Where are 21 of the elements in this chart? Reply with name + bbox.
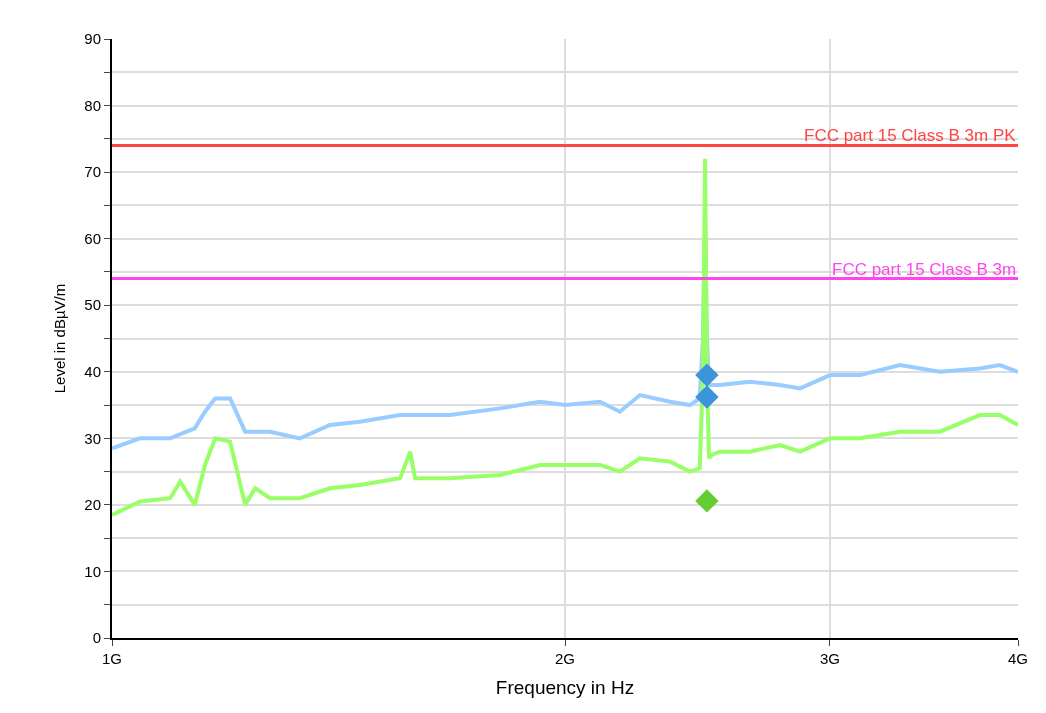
x-tick-label: 1G [101,650,123,667]
x-tick-label: 3G [819,650,840,667]
y-tick-label: 40 [84,363,101,381]
y-tick-label: 70 [84,163,101,181]
y-tick-label: 10 [84,562,101,580]
point [695,363,719,387]
x-axis-title: Frequency in Hz [495,677,635,699]
ref-line-label: FCC part 15 Class B 3m PK [804,126,1017,145]
ref-line-label: FCC part 15 Class B 3m [832,260,1017,279]
y-tick-label: 0 [92,629,101,647]
y-tick-label: 50 [84,296,101,314]
x-tick-label: 2G [554,650,576,667]
point [695,489,719,513]
y-tick-label: 60 [84,229,101,247]
y-tick-label: 20 [84,496,101,514]
point [695,385,719,409]
y-tick-label: 80 [84,96,101,114]
y-tick-label: 90 [84,30,101,48]
y-axis-title: Level in dBµV/m [51,283,69,394]
y-tick-label: 30 [84,429,101,447]
x-tick-label: 4G [1007,650,1029,667]
